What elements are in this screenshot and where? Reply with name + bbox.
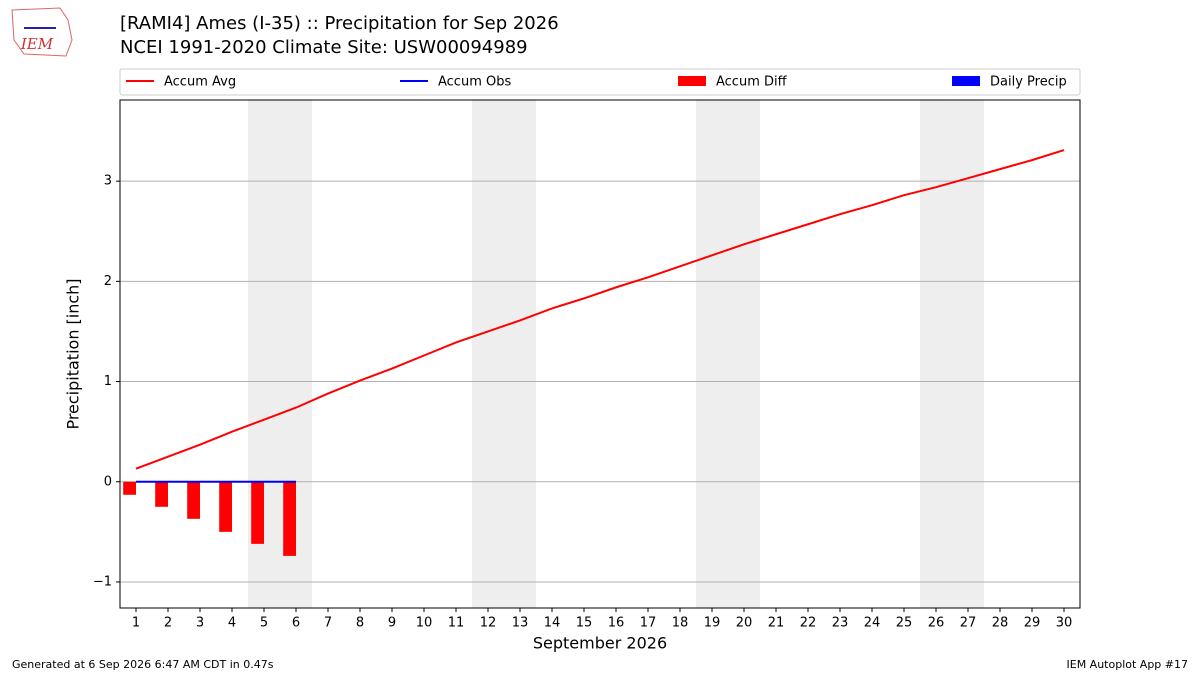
x-tick-label: 3 (196, 616, 204, 631)
weekend-shade (728, 100, 760, 608)
bar (123, 481, 136, 495)
x-tick-label: 27 (960, 616, 977, 631)
bar (187, 481, 200, 519)
x-tick-label: 8 (356, 616, 364, 631)
weekend-shade (472, 100, 504, 608)
x-tick-label: 1 (132, 616, 140, 631)
weekend-shade (504, 100, 536, 608)
x-tick-label: 16 (608, 616, 625, 631)
bar (283, 481, 296, 556)
weekend-shade (696, 100, 728, 608)
logo-text: IEM (20, 35, 54, 53)
y-axis-label: Precipitation [inch] (64, 278, 83, 429)
y-tick-label: 3 (104, 174, 112, 189)
chart-subtitle: NCEI 1991-2020 Climate Site: USW00094989 (120, 37, 528, 58)
x-tick-label: 25 (896, 616, 913, 631)
legend-label: Accum Avg (164, 75, 236, 90)
bar (251, 481, 264, 544)
x-tick-label: 9 (388, 616, 396, 631)
x-tick-label: 29 (1024, 616, 1041, 631)
y-tick-label: −1 (93, 574, 112, 589)
x-tick-label: 19 (704, 616, 721, 631)
x-tick-label: 18 (672, 616, 689, 631)
line (135, 149, 1065, 470)
x-tick-label: 10 (416, 616, 433, 631)
legend-label: Daily Precip (990, 75, 1067, 90)
x-tick-label: 7 (324, 616, 332, 631)
x-tick-label: 23 (832, 616, 849, 631)
weekend-shade (920, 100, 952, 608)
chart-title: [RAMI4] Ames (I-35) :: Precipitation for… (120, 13, 559, 34)
bar (155, 481, 168, 507)
plot-area (120, 100, 1080, 608)
x-tick-label: 12 (480, 616, 497, 631)
footer-left: Generated at 6 Sep 2026 6:47 AM CDT in 0… (12, 658, 274, 671)
x-tick-label: 22 (800, 616, 817, 631)
plot-frame (119, 99, 1081, 609)
x-tick-label: 4 (228, 616, 236, 631)
legend-label: Accum Diff (716, 75, 788, 90)
x-tick-label: 2 (164, 616, 172, 631)
logo-outline (11, 7, 73, 57)
legend-label: Accum Obs (438, 75, 511, 90)
x-tick-label: 11 (448, 616, 465, 631)
x-axis-label: September 2026 (533, 634, 667, 653)
x-tick-label: 17 (640, 616, 657, 631)
legend-swatch (678, 76, 706, 86)
x-tick-label: 24 (864, 616, 881, 631)
x-tick-label: 5 (260, 616, 268, 631)
footer-right: IEM Autoplot App #17 (1067, 658, 1189, 671)
x-tick-label: 30 (1056, 616, 1073, 631)
y-tick-label: 1 (104, 374, 112, 389)
legend-box (119, 68, 1081, 96)
x-tick-label: 15 (576, 616, 593, 631)
x-tick-label: 28 (992, 616, 1009, 631)
x-tick-label: 13 (512, 616, 529, 631)
y-tick-label: 2 (104, 274, 112, 289)
x-tick-label: 20 (736, 616, 753, 631)
bar (219, 481, 232, 532)
y-tick-label: 0 (104, 474, 112, 489)
x-tick-label: 14 (544, 616, 561, 631)
x-tick-label: 6 (292, 616, 300, 631)
x-tick-label: 26 (928, 616, 945, 631)
logo: IEM (11, 7, 73, 57)
x-tick-label: 21 (768, 616, 785, 631)
legend-swatch (952, 76, 980, 86)
weekend-shade (952, 100, 984, 608)
